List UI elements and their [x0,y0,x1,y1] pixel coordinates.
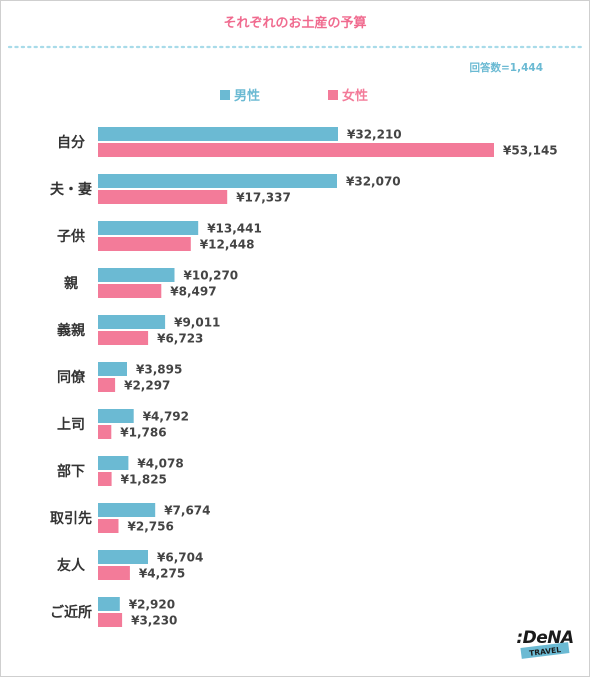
category-label: 取引先 [50,510,92,527]
data-label: ¥2,297 [124,379,170,393]
bar-male [98,127,338,141]
bar-female [98,331,149,345]
bar-male [98,550,148,564]
data-label: ¥4,078 [137,457,183,471]
bar-male [98,362,127,376]
bar-male [98,597,120,611]
bar-male [98,503,156,517]
category-label: 部下 [57,463,85,480]
data-label: ¥3,230 [131,614,177,628]
logo-badge: TRAVEL [520,642,570,659]
legend-label-0: 男性 [234,88,260,104]
category-label: 上司 [57,417,85,433]
bar-female [98,613,123,627]
category-label: 自分 [57,134,85,151]
data-label: ¥2,920 [129,598,175,612]
logo-wordmark: :DeNA [516,628,573,648]
category-label: ご近所 [50,604,92,621]
respondent-count: 回答数=1,444 [469,61,543,74]
category-label: 夫・妻 [50,181,92,198]
data-label: ¥6,723 [157,332,203,346]
data-label: ¥13,441 [207,222,262,236]
data-label: ¥1,825 [121,473,167,487]
category-label: 子供 [57,228,85,245]
data-label: ¥10,270 [184,269,239,283]
legend-label-1: 女性 [342,88,368,104]
bar-female [98,143,494,157]
legend-swatch-0 [220,90,230,100]
bar-male [98,409,134,423]
data-label: ¥7,674 [164,504,210,518]
category-label: 親 [64,275,78,292]
bar-female [98,378,116,392]
data-label: ¥8,497 [170,285,216,299]
bar-male [98,221,199,235]
logo-badge-bg [520,642,570,659]
data-label: ¥1,786 [120,426,166,440]
chart-title: それぞれのお土産の予算 [223,15,366,31]
bar-female [98,519,119,533]
data-label: ¥17,337 [236,191,291,205]
bar-female [98,284,162,298]
data-label: ¥2,756 [128,520,174,534]
bar-female [98,472,112,486]
data-label: ¥53,145 [503,144,558,158]
data-label: ¥6,704 [157,551,203,565]
bar-female [98,425,112,439]
bar-male [98,315,166,329]
bar-male [98,268,175,282]
legend-swatch-1 [328,90,338,100]
data-label: ¥3,895 [136,363,182,377]
data-label: ¥32,070 [346,175,401,189]
data-label: ¥4,275 [139,567,185,581]
bar-male [98,456,129,470]
data-label: ¥9,011 [174,316,220,330]
logo-badge-text: TRAVEL [529,645,562,658]
bar-male [98,174,337,188]
bar-female [98,190,228,204]
data-label: ¥4,792 [143,410,189,424]
legend: 男性 女性 [220,88,368,104]
category-label: 同僚 [57,369,86,386]
data-label: ¥12,448 [200,238,255,252]
category-label: 義親 [57,322,85,339]
bar-female [98,566,130,580]
bars: 自分 ¥32,210 ¥53,145 夫・妻 ¥32,070 ¥17,337 子供 ¥13,4… [50,127,558,628]
data-label: ¥32,210 [347,128,402,142]
bar-female [98,237,191,251]
category-label: 友人 [57,557,86,574]
